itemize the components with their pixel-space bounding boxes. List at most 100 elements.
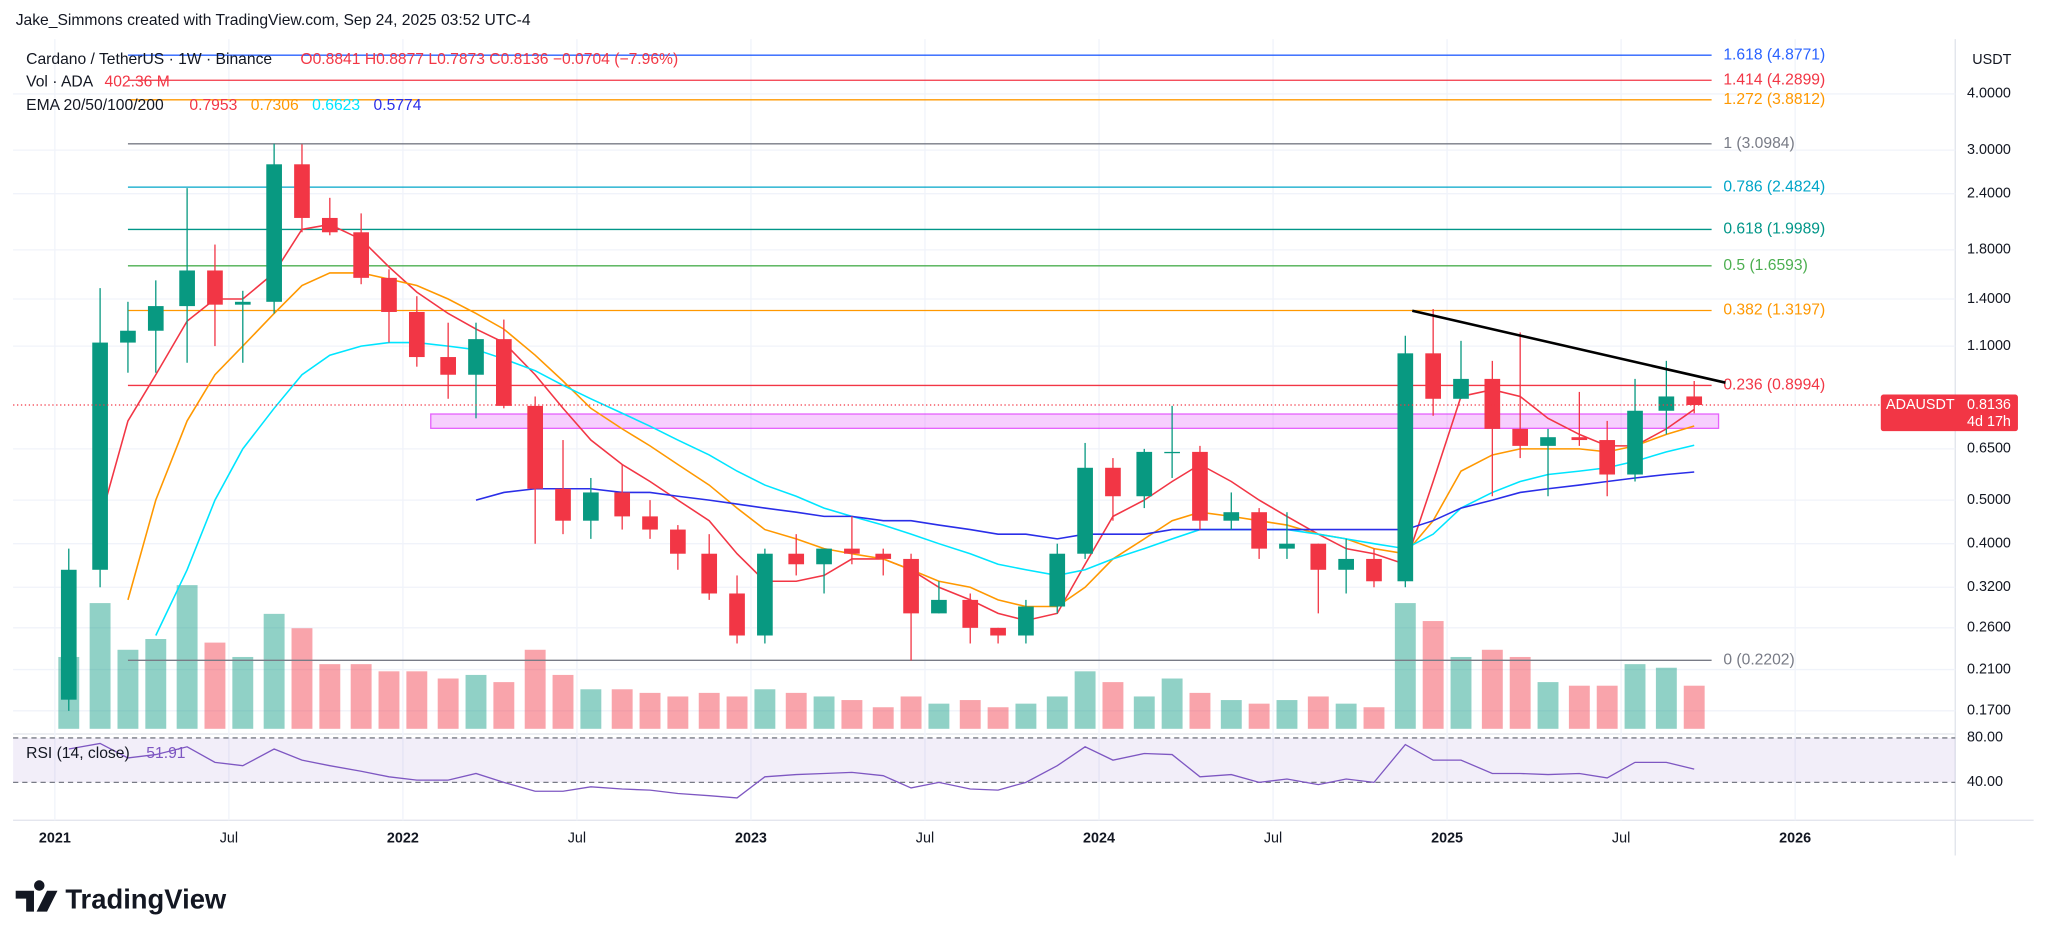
candle-body [1599,440,1616,475]
author-line: Jake_Simmons created with TradingView.co… [16,12,531,29]
x-tick-label: Jul [220,830,238,846]
volume-bar [1074,671,1096,729]
x-tick-label: 2025 [1431,830,1463,846]
candle-body [234,301,251,305]
y-tick-label: 1.4000 [1967,291,2011,307]
x-tick-label: 2021 [39,830,71,846]
candle-body [1512,428,1529,446]
volume-bar [204,642,226,729]
candle-body [583,492,599,521]
x-tick-label: Jul [1612,830,1630,846]
candle-body [1136,451,1153,497]
candle-body [1164,451,1180,454]
volume-bar [1248,703,1270,729]
volume-bar [1568,685,1590,729]
volume-bar [1102,682,1124,729]
fib-label: 0.786 (2.4824) [1723,178,1825,195]
candle-body [1338,558,1354,570]
volume-bar [580,689,602,729]
candle-body [1223,512,1240,521]
fib-label: 0.5 (1.6593) [1723,257,1807,274]
candle-body [1279,543,1295,549]
volume-bar [1276,700,1298,729]
candle-body [670,529,686,554]
price-tag [1880,394,2018,432]
volume-bar [1624,664,1646,729]
volume-bar [263,613,285,729]
candle-body [1049,553,1066,607]
candle-body [1192,451,1208,521]
fib-label: 1.272 (3.8812) [1723,91,1825,108]
volume-bar [524,649,546,729]
fib-label: 0.618 (1.9989) [1723,221,1825,238]
volume-bar [89,603,111,729]
y-tick-label: 0.4000 [1967,535,2011,551]
rsi-line [68,742,1695,799]
volume-bar [1335,703,1357,729]
volume-bar [378,671,400,729]
volume-bar [987,707,1009,729]
volume-bar [1481,649,1503,729]
candle-body [1105,467,1121,497]
volume-bar [552,674,574,729]
volume-bar [1655,667,1677,729]
x-tick-label: Jul [916,830,934,846]
volume-bar [1683,685,1705,729]
y-tick-label: 0.6500 [1967,441,2011,457]
candle-body [1686,396,1703,406]
volume-bar [1422,621,1444,729]
candle-body [1018,606,1034,636]
candle-body [1077,467,1093,554]
candle-body [642,516,658,530]
candle-body [496,339,512,406]
candle-body [962,599,979,628]
volume-bar [176,585,198,729]
volume-bar [813,696,835,729]
candle-body [179,270,195,307]
candle-body [1540,437,1556,446]
volume-bar [785,692,807,729]
x-tick-label: 2022 [387,830,419,846]
zone [430,413,1720,429]
price-tag-countdown: 4d 17h [1967,414,2011,430]
candle-body [266,164,282,302]
volume-bar [698,692,720,729]
volume-bar [754,689,776,729]
volume-bar [319,664,341,729]
volume-bar [437,678,459,729]
candle-body [1571,437,1588,441]
candle-body [1397,353,1414,582]
candle-body [1658,396,1675,411]
fib-label: 1 (3.0984) [1723,135,1794,152]
volume-bar [117,649,139,729]
volume-bar [1450,656,1472,729]
candle-body [1484,378,1501,429]
candle-body [321,217,338,233]
volume-bar [406,671,428,729]
y-tick-label: 0.2600 [1967,620,2011,636]
y-tick-label: 0.5000 [1967,492,2011,508]
ema-value: 0.7953 [189,97,237,114]
volume-bar [1307,696,1329,729]
volume-bar [350,664,372,729]
volume-bar [1394,603,1416,729]
volume-bar [465,674,487,729]
volume-bar [1133,696,1155,729]
candle-body [294,164,310,218]
rsi-band [13,737,1956,783]
volume-bar [1189,692,1211,729]
candle-body [614,492,631,517]
volume-bar [667,696,689,729]
volume-bar [1046,696,1068,729]
y-tick-label: 1.1000 [1967,338,2011,354]
volume-bar [639,692,661,729]
x-tick-label: 2024 [1083,830,1115,846]
ema-label: EMA 20/50/100/200 [26,97,164,114]
y-tick-label: 0.1700 [1967,703,2011,719]
ema-value: 0.6623 [312,97,360,114]
candle-body [1366,558,1382,582]
x-tick-label: Jul [1264,830,1282,846]
candle-body [1627,410,1643,475]
fib-label: 1.618 (4.8771) [1723,46,1825,63]
